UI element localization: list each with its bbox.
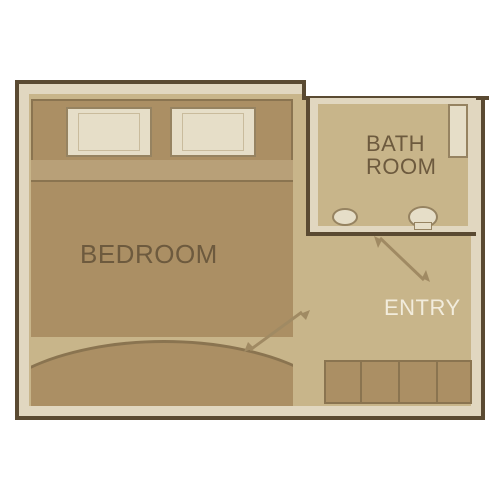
bathroom-label: BATH ROOM	[366, 132, 436, 178]
bedroom-label: BEDROOM	[80, 240, 218, 269]
bathroom-label-line2: ROOM	[366, 154, 436, 179]
bathroom-label-line1: BATH	[366, 131, 425, 156]
floorplan: BEDROOM BATH ROOM ENTRY	[0, 0, 500, 500]
entry-label: ENTRY	[384, 296, 461, 320]
door-main-icon	[0, 0, 500, 500]
